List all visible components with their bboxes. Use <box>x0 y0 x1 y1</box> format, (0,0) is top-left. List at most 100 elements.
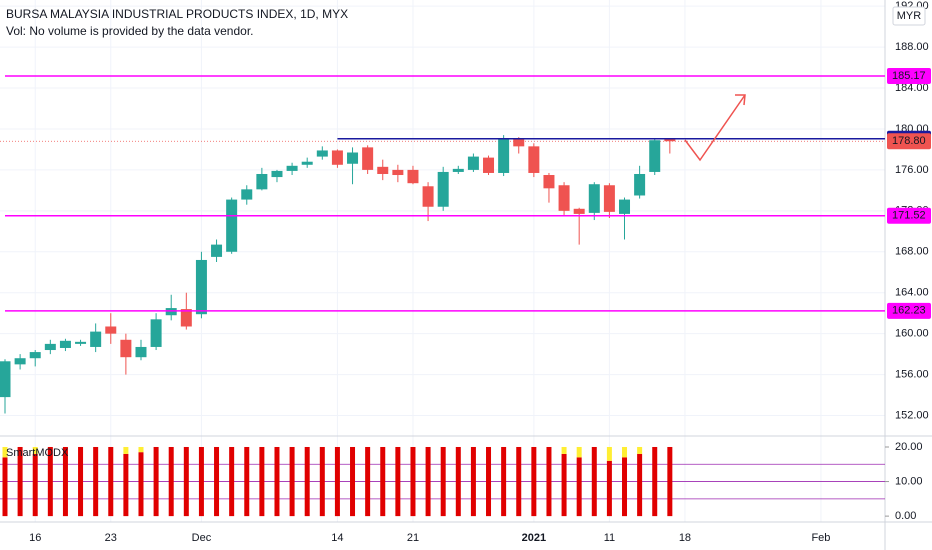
indicator-tick-label: 10.00 <box>895 475 923 487</box>
arrow <box>684 94 746 162</box>
indicator-bar <box>214 446 220 517</box>
y-tick-label: 152.00 <box>895 409 929 421</box>
indicator-bar-top <box>32 446 38 454</box>
candle-body <box>573 208 585 214</box>
price-label: 185.17 <box>892 70 926 82</box>
candle-body <box>513 138 525 147</box>
candle-body <box>649 140 661 172</box>
indicator-bar <box>622 457 628 517</box>
indicator-bar <box>274 446 280 517</box>
candle-body <box>195 259 207 315</box>
indicator-bar <box>531 446 537 517</box>
indicator-tick-label: 0.00 <box>895 510 916 522</box>
price-label: 178.80 <box>892 135 926 147</box>
indicator-bar <box>168 446 174 517</box>
candle-body <box>211 244 223 257</box>
indicator-bar <box>138 452 144 517</box>
indicator-bar-top <box>576 446 582 458</box>
indicator-bar <box>380 446 386 517</box>
indicator-bar <box>637 453 643 517</box>
candle-body <box>316 150 328 157</box>
indicator-bar-top <box>606 446 612 461</box>
candle-body <box>301 161 313 165</box>
indicator-bar <box>229 446 235 517</box>
indicator-bar <box>108 446 114 517</box>
x-tick-label: 23 <box>105 532 117 544</box>
candle-body <box>664 139 676 142</box>
candle-body <box>286 165 298 171</box>
candle-body <box>377 166 389 174</box>
candle-body <box>543 175 555 189</box>
candle-body <box>165 308 177 316</box>
candle-body <box>90 331 102 347</box>
indicator-tick-label: 20.00 <box>895 441 923 453</box>
indicator-bar-top <box>637 446 643 454</box>
x-tick-label: 21 <box>407 532 419 544</box>
candle-body <box>422 186 434 207</box>
indicator-bar <box>289 446 295 517</box>
candle-body <box>483 157 495 173</box>
candle-body <box>528 146 540 173</box>
y-tick-label: 156.00 <box>895 368 929 380</box>
y-tick-label: 176.00 <box>895 164 929 176</box>
candle-body <box>437 171 449 207</box>
candle-body <box>44 343 56 351</box>
x-tick-label: 18 <box>679 532 691 544</box>
candle-body <box>226 199 238 252</box>
candle-body <box>603 185 615 212</box>
price-label-bg <box>887 302 931 319</box>
indicator-bar <box>319 446 325 517</box>
indicator-bar <box>32 453 38 517</box>
candle-body <box>75 341 87 344</box>
candle-body <box>392 169 404 176</box>
indicator-bar <box>425 446 431 517</box>
indicator-bar <box>17 446 23 517</box>
currency-box <box>892 6 926 26</box>
candle-body <box>241 189 253 200</box>
indicator-bar <box>350 446 356 517</box>
indicator-bar <box>244 446 250 517</box>
indicator-bar <box>440 446 446 517</box>
indicator-bar <box>334 446 340 517</box>
candle-body <box>467 156 479 170</box>
indicator-bar <box>410 446 416 517</box>
price-label-bg <box>887 207 931 224</box>
candle-body <box>256 173 268 190</box>
indicator-bar <box>652 446 658 517</box>
indicator-bar <box>183 446 189 517</box>
indicator-bar <box>546 446 552 517</box>
candle-body <box>120 339 132 358</box>
candle-body <box>105 326 117 334</box>
indicator-bar <box>259 446 265 517</box>
indicator-bar <box>47 446 53 517</box>
x-tick-label: Dec <box>192 532 212 544</box>
price-label: 162.23 <box>892 305 926 317</box>
indicator-bar <box>455 446 461 517</box>
chart-subtitle: Vol: No volume is provided by the data v… <box>6 24 253 38</box>
y-tick-label: 184.00 <box>895 82 929 94</box>
candle-body <box>452 168 464 172</box>
candle-body <box>331 150 343 165</box>
candle-body <box>407 169 419 184</box>
price-label-bg <box>887 133 931 150</box>
indicator-bar <box>667 446 673 517</box>
indicator-bar <box>123 453 129 517</box>
price-label-bg <box>887 68 931 85</box>
x-tick-label: 11 <box>604 532 615 544</box>
chart-title: BURSA MALAYSIA INDUSTRIAL PRODUCTS INDEX… <box>6 7 348 21</box>
indicator-bar <box>591 446 597 517</box>
indicator-bar-top <box>622 446 628 458</box>
indicator-bar <box>561 453 567 517</box>
candle-body <box>347 152 359 164</box>
arrow-path <box>684 94 746 162</box>
indicator-bar <box>606 460 612 517</box>
price-label: 171.52 <box>892 210 926 222</box>
indicator-bar-top <box>2 446 8 458</box>
currency: MYR <box>897 10 922 22</box>
candle-body <box>135 346 147 358</box>
indicator-bar <box>516 446 522 517</box>
arrow-head <box>735 94 746 106</box>
candle-body <box>150 319 162 347</box>
